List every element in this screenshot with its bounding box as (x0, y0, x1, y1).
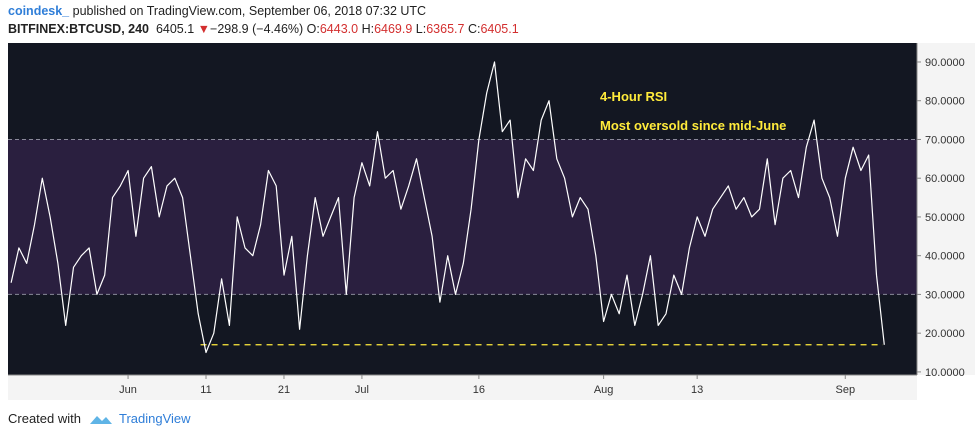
header-line: coindesk_ published on TradingView.com, … (8, 4, 426, 18)
x-tick-label: Jul (355, 384, 369, 396)
x-tick-label: 11 (200, 384, 211, 396)
y-tick-label: 60.0000 (925, 173, 965, 185)
low: 6365.7 (426, 22, 465, 36)
open-label: O: (306, 22, 320, 36)
last-price: 6405.1 (155, 22, 195, 36)
right-axis (917, 43, 975, 375)
high: 6469.9 (374, 22, 413, 36)
chart: 10.0000 20.0000 30.0000 40.0000 50.0000 60.00… (8, 43, 975, 400)
y-tick-label: 40.0000 (925, 251, 965, 263)
x-tick-label: 21 (278, 384, 290, 396)
y-tick-label: 10.0000 (925, 367, 965, 379)
low-label: L: (415, 22, 427, 36)
created-with: Created with (8, 411, 81, 426)
high-label: H: (361, 22, 375, 36)
open: 6443.0 (319, 22, 359, 36)
x-tick-label: Aug (594, 384, 614, 396)
symbol: BITFINEX:BTCUSD, 240 (8, 22, 149, 36)
change: −298.9 (−4.46%) (210, 22, 304, 36)
rsi-line (10, 61, 885, 354)
rsi-band (8, 139, 917, 295)
arrow: ▼ (197, 22, 211, 36)
x-tick-label: 13 (691, 384, 703, 396)
x-tick-label: Sep (835, 384, 855, 396)
y-tick-label: 30.0000 (925, 289, 965, 301)
y-tick-label: 90.0000 (925, 57, 965, 69)
bottom-axis (8, 375, 917, 400)
annotation: Most oversold since mid-June (600, 118, 786, 133)
x-tick-label: Jun (119, 384, 137, 396)
annotation: 4-Hour RSI (600, 89, 667, 104)
brand[interactable]: TradingView (118, 411, 191, 426)
y-tick-label: 20.0000 (925, 328, 965, 340)
published: published on TradingView.com, September … (69, 4, 427, 18)
y-tick-label: 70.0000 (925, 134, 965, 146)
x-tick-label: 16 (473, 384, 485, 396)
author[interactable]: coindesk_ (8, 4, 70, 18)
y-tick-label: 50.0000 (925, 212, 965, 224)
y-tick-label: 80.0000 (925, 96, 965, 108)
close-label: C: (467, 22, 481, 36)
logo-shape (89, 415, 112, 424)
symbol-line: BITFINEX:BTCUSD, 240 6405.1 ▼−298.9 (−4.… (8, 22, 519, 36)
close: 6405.1 (480, 22, 519, 36)
footer: Created with TradingView (8, 411, 191, 426)
logo (89, 415, 112, 424)
